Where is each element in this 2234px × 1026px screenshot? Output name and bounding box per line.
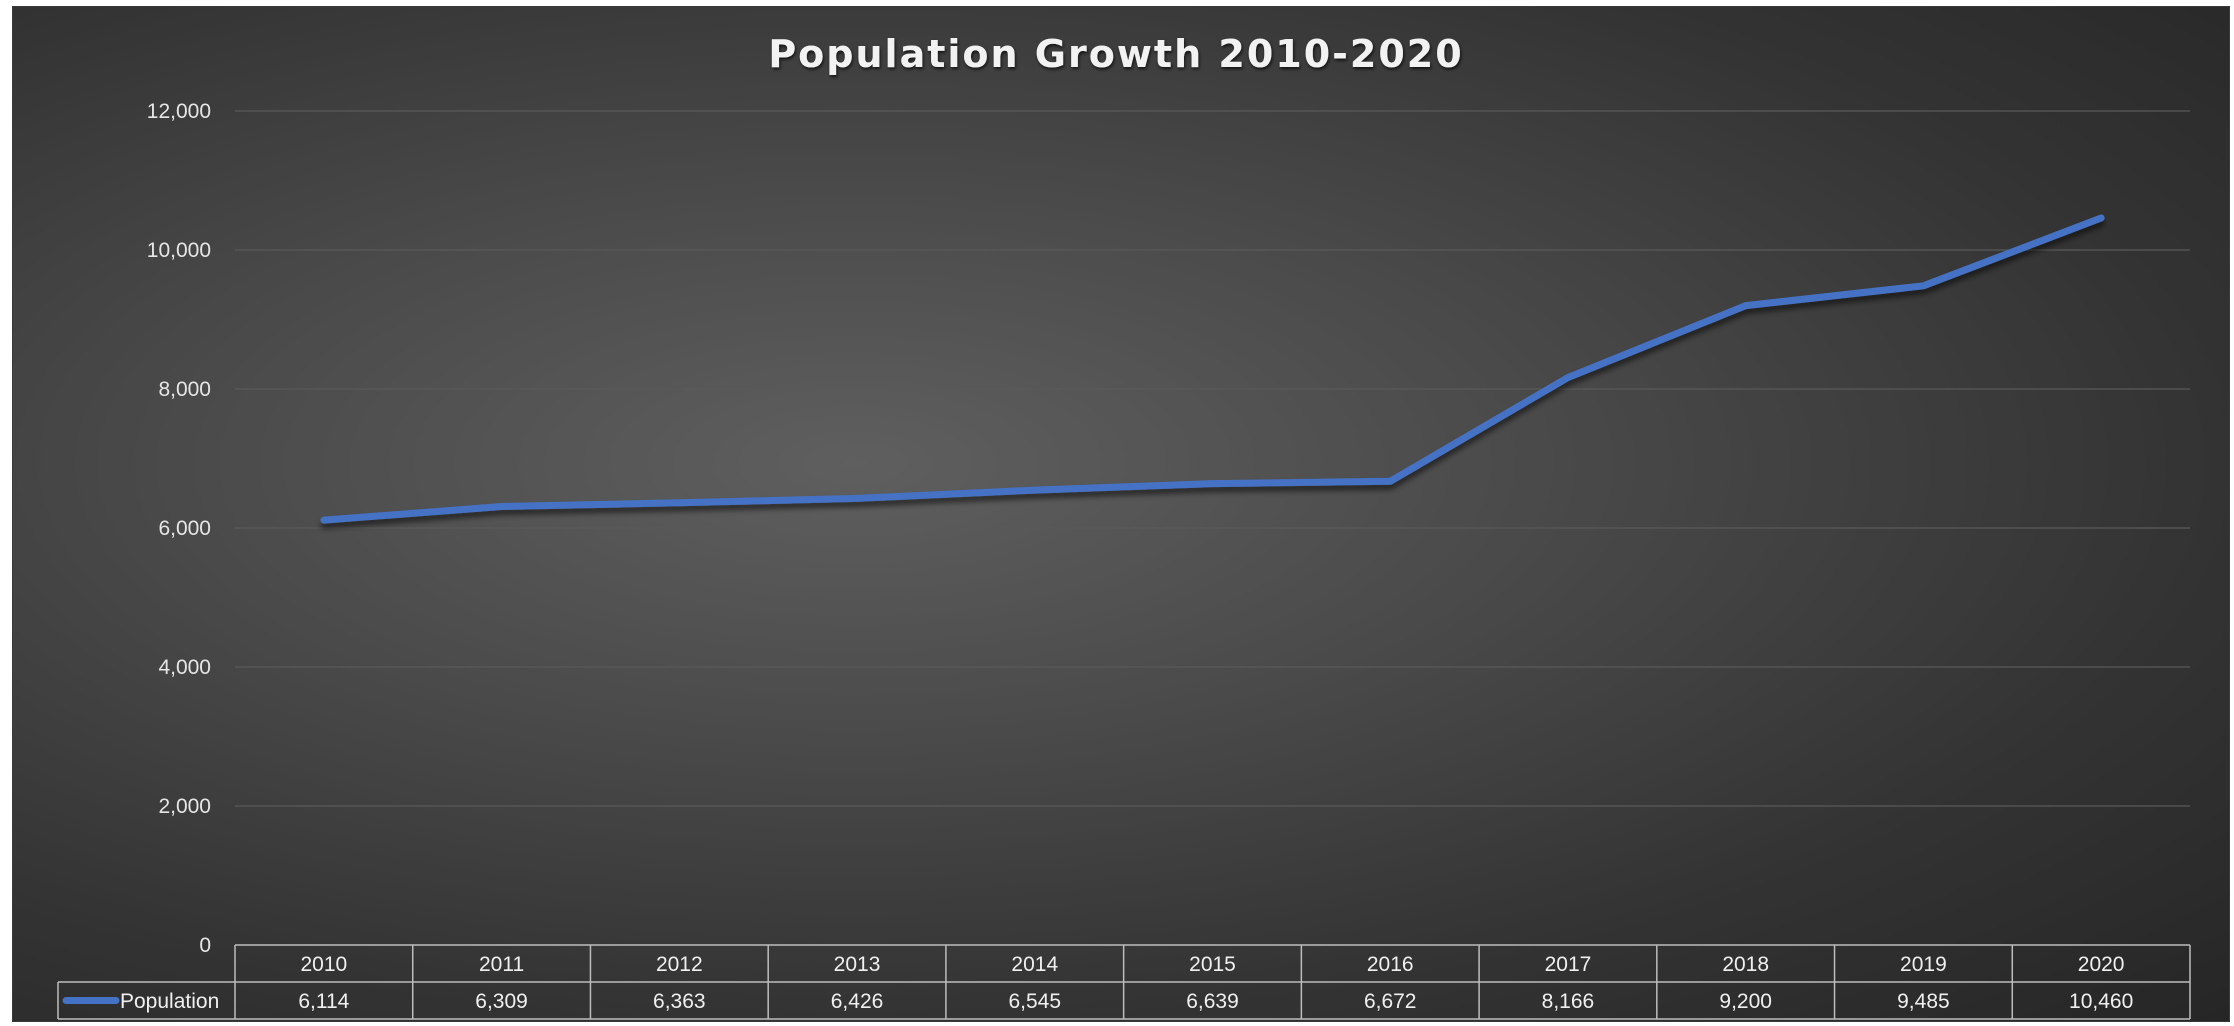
data-point	[1742, 302, 1749, 309]
x-tick-label: 2010	[301, 953, 348, 976]
data-point	[1387, 478, 1394, 485]
chart-title: Population Growth 2010-2020	[768, 32, 1463, 76]
y-tick-label: 4,000	[158, 656, 211, 679]
data-point	[320, 516, 328, 524]
data-label: 6,639	[1186, 990, 1239, 1013]
series-population	[320, 214, 2105, 524]
y-tick-label: 0	[199, 934, 211, 957]
data-label: 6,545	[1008, 990, 1061, 1013]
legend-label: Population	[120, 990, 219, 1013]
data-label: 6,672	[1364, 990, 1417, 1013]
x-tick-label: 2014	[1011, 953, 1058, 976]
data-point	[853, 495, 861, 502]
y-tick-label: 6,000	[158, 517, 211, 540]
series-line	[320, 214, 2105, 524]
data-point	[1564, 374, 1572, 381]
data-label: 6,309	[475, 990, 528, 1013]
data-point	[676, 499, 683, 506]
x-tick-label: 2012	[656, 953, 703, 976]
x-tick-label: 2016	[1367, 953, 1414, 976]
data-label: 6,363	[653, 990, 706, 1013]
x-tick-label: 2019	[1900, 953, 1947, 976]
gridlines	[235, 110, 2190, 807]
x-tick-label: 2017	[1545, 953, 1592, 976]
x-tick-label: 2013	[834, 953, 881, 976]
y-tick-label: 12,000	[147, 100, 211, 123]
data-label: 9,485	[1897, 990, 1950, 1013]
data-label: 8,166	[1542, 990, 1595, 1013]
x-tick-label: 2020	[2078, 953, 2125, 976]
y-tick-label: 10,000	[147, 239, 211, 262]
data-point	[1209, 480, 1216, 487]
x-tick-label: 2015	[1189, 953, 1236, 976]
data-point	[1031, 486, 1038, 494]
data-label: 6,114	[298, 990, 349, 1013]
data-point	[1920, 282, 1927, 289]
x-tick-label: 2018	[1722, 953, 1769, 976]
y-tick-label: 2,000	[158, 795, 211, 818]
data-point	[2097, 214, 2105, 222]
data-label: 10,460	[2069, 990, 2133, 1013]
y-tick-label: 8,000	[158, 378, 211, 401]
data-table: 2010 2011 2012 2013 2014 2015 2016 2017 2018 2019…	[57, 944, 2191, 1020]
y-axis: 0 2,000 4,000 6,000 8,000 10,000 12,000	[147, 100, 211, 957]
data-label: 6,426	[831, 990, 884, 1013]
data-point	[498, 503, 505, 510]
data-label: 9,200	[1719, 990, 1772, 1013]
x-tick-label: 2011	[479, 953, 524, 976]
